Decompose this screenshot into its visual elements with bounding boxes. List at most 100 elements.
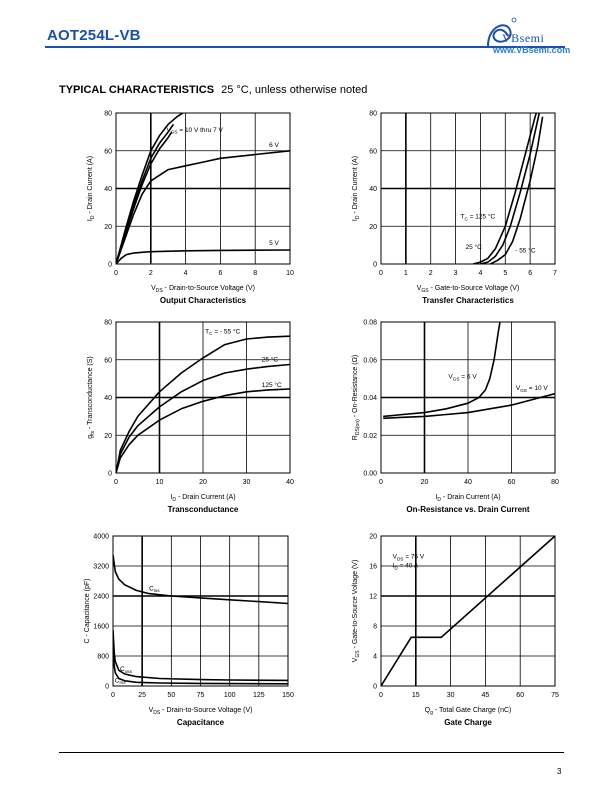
chart-title: Gate Charge xyxy=(444,718,492,727)
y-axis-label: gfs - Transconductance (S) xyxy=(87,356,96,439)
chart-transconductance: 0 10 20 30 40 0 20 40 60 80 TC = - 55 °C 25 °C 125 °… xyxy=(87,320,294,515)
chart-transfer: 0 1 2 3 4 5 6 7 0 20 40 60 80 TC = 125 °C 25 °C - 55 °C… xyxy=(352,111,557,306)
x-tick-label: 45 xyxy=(482,692,490,699)
y-tick-label: 20 xyxy=(369,224,377,231)
section-note: 25 °C, unless otherwise noted xyxy=(221,84,368,96)
curve-annotation: VGS = 10 V xyxy=(516,385,549,393)
y-tick-label: 40 xyxy=(104,395,112,402)
x-tick-label: 2 xyxy=(429,270,433,277)
series-line xyxy=(116,388,290,473)
x-tick-label: 60 xyxy=(508,479,516,486)
x-tick-label: 75 xyxy=(551,692,559,699)
x-tick-label: 5 xyxy=(503,270,507,277)
series-line xyxy=(490,116,544,264)
chart-output: 0 2 4 6 8 10 0 20 40 60 80 VGS = 10 V thru 7 V 6 V 5 … xyxy=(87,111,294,306)
series-line xyxy=(116,249,290,264)
y-tick-label: 0.02 xyxy=(363,433,377,440)
series-line xyxy=(113,554,288,605)
x-tick-label: 4 xyxy=(478,270,482,277)
x-tick-label: 30 xyxy=(447,692,455,699)
x-tick-label: 0 xyxy=(114,270,118,277)
x-tick-label: 10 xyxy=(286,270,294,277)
x-tick-label: 0 xyxy=(114,479,118,486)
chart-gate_charge: 0 15 30 45 60 75 0 4 8 12 16 20 VDS = 75 VID = 40 A Q… xyxy=(352,534,559,728)
series-line xyxy=(480,113,541,264)
x-tick-label: 10 xyxy=(156,479,164,486)
series-line xyxy=(116,150,290,264)
x-tick-label: 20 xyxy=(421,479,429,486)
x-tick-label: 6 xyxy=(218,270,222,277)
brand-name: VBsemi xyxy=(502,31,545,45)
brand-url[interactable]: www.VBsemi.com xyxy=(493,45,571,55)
curve-annotation: VGS = 6 V xyxy=(448,374,477,382)
section-title: TYPICAL CHARACTERISTICS xyxy=(59,84,215,96)
series-line xyxy=(113,648,288,685)
x-tick-label: 40 xyxy=(464,479,472,486)
y-tick-label: 0 xyxy=(108,471,112,478)
curve-annotation: VDS = 75 V xyxy=(393,554,425,562)
x-tick-label: 7 xyxy=(553,270,557,277)
curve-annotation: TC = - 55 °C xyxy=(205,327,240,336)
series-line xyxy=(381,536,555,686)
y-tick-label: 0.08 xyxy=(363,320,377,327)
y-tick-label: 12 xyxy=(369,594,377,601)
x-tick-label: 100 xyxy=(224,692,236,699)
y-tick-label: 0 xyxy=(373,684,377,691)
x-axis-label: ID - Drain Current (A) xyxy=(435,494,500,503)
curve-annotation: TC = 125 °C xyxy=(461,213,496,222)
plot-frame xyxy=(380,535,556,687)
x-tick-label: 60 xyxy=(516,692,524,699)
series-line xyxy=(383,322,501,418)
vbsemi-logo-icon xyxy=(487,17,517,47)
x-tick-label: 80 xyxy=(551,479,559,486)
x-axis-label: Qg - Total Gate Charge (nC) xyxy=(425,707,512,716)
chart-capacitance: 0 25 50 75 100 125 150 0 800 1600 2400 3200 4000 Ciss… xyxy=(84,534,294,728)
y-tick-label: 60 xyxy=(104,357,112,364)
x-tick-label: 0 xyxy=(111,692,115,699)
y-tick-label: 60 xyxy=(369,148,377,155)
x-tick-label: 40 xyxy=(286,479,294,486)
y-tick-label: 1600 xyxy=(93,624,109,631)
series-line xyxy=(113,629,288,682)
header-divider xyxy=(45,46,565,48)
y-tick-label: 4 xyxy=(373,654,377,661)
y-tick-label: 40 xyxy=(104,186,112,193)
y-tick-label: 80 xyxy=(369,111,377,118)
y-tick-label: 0.06 xyxy=(363,357,377,364)
y-tick-label: 20 xyxy=(104,433,112,440)
y-tick-label: 0 xyxy=(373,262,377,269)
x-tick-label: 30 xyxy=(243,479,251,486)
y-axis-label: ID - Drain Current (A) xyxy=(352,156,361,221)
y-tick-label: 0.00 xyxy=(363,471,377,478)
x-tick-label: 0 xyxy=(379,479,383,486)
y-tick-label: 2400 xyxy=(93,594,109,601)
series-line xyxy=(472,113,538,264)
x-tick-label: 50 xyxy=(167,692,175,699)
x-tick-label: 8 xyxy=(253,270,257,277)
curve-annotation: 6 V xyxy=(269,142,279,149)
y-tick-label: 3200 xyxy=(93,564,109,571)
chart-title: Transfer Characteristics xyxy=(422,296,514,305)
y-axis-label: ID - Drain Current (A) xyxy=(87,156,96,221)
x-tick-label: 150 xyxy=(282,692,294,699)
series-line xyxy=(116,335,290,473)
x-tick-label: 3 xyxy=(454,270,458,277)
x-tick-label: 75 xyxy=(197,692,205,699)
x-tick-label: 25 xyxy=(138,692,146,699)
y-tick-label: 80 xyxy=(104,320,112,327)
y-tick-label: 16 xyxy=(369,564,377,571)
chart-title: Capacitance xyxy=(177,718,225,727)
x-tick-label: 0 xyxy=(379,692,383,699)
series-line xyxy=(383,392,555,420)
y-tick-label: 4000 xyxy=(93,534,109,541)
section-heading: TYPICAL CHARACTERISTICS 25 °C, unless ot… xyxy=(59,84,367,96)
curve-annotation: 5 V xyxy=(269,240,279,247)
chart-title: Output Characteristics xyxy=(160,296,247,305)
x-tick-label: 6 xyxy=(528,270,532,277)
y-tick-label: 40 xyxy=(369,186,377,193)
curve-annotation: 25 °C xyxy=(466,243,483,251)
x-tick-label: 15 xyxy=(412,692,420,699)
chart-on_resistance: 0 20 40 60 80 0.00 0.02 0.04 0.06 0.08 VGS = 6 V VG… xyxy=(352,320,559,515)
curve-annotation: Coss xyxy=(120,666,133,674)
chart-title: Transconductance xyxy=(168,505,239,514)
